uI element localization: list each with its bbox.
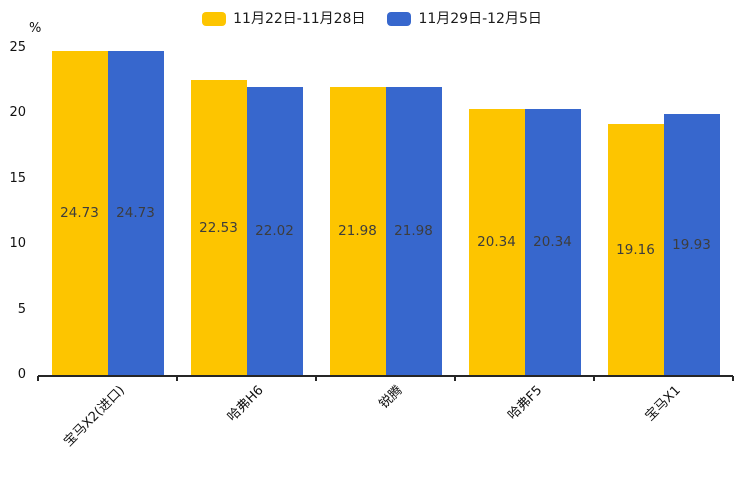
bar-series2-哈弗H6[interactable] xyxy=(246,87,303,375)
x-axis-tick xyxy=(732,376,734,381)
bar-series1-宝马X1[interactable] xyxy=(607,124,664,375)
x-axis-tick xyxy=(454,376,456,381)
x-axis-tick xyxy=(315,376,317,381)
x-axis-tick xyxy=(176,376,178,381)
bar-series2-锐腾[interactable] xyxy=(385,87,442,375)
bar-series1-哈弗F5[interactable] xyxy=(468,109,525,375)
bar-series2-宝马X2(进口)[interactable] xyxy=(107,51,164,375)
bar-series2-哈弗F5[interactable] xyxy=(524,109,581,375)
bar-series1-锐腾[interactable] xyxy=(329,87,386,375)
legend-swatch-week1-icon xyxy=(202,12,227,26)
legend-label-week1: 11月22日-11月28日 xyxy=(233,11,366,27)
x-axis-label: 哈弗H6 xyxy=(225,383,268,425)
legend: 11月22日-11月28日 11月29日-12月5日 xyxy=(0,8,744,30)
x-axis-label: 宝马X2(进口) xyxy=(61,383,129,450)
x-axis-label: 哈弗F5 xyxy=(504,383,546,424)
x-axis-label: 宝马X1 xyxy=(642,383,685,425)
legend-item-week1[interactable]: 11月22日-11月28日 xyxy=(202,12,365,26)
bar-series1-宝马X2(进口)[interactable] xyxy=(51,51,108,375)
y-axis-tick-label: 10 xyxy=(9,236,26,251)
y-axis-unit-label: % xyxy=(29,21,42,36)
bar-series1-哈弗H6[interactable] xyxy=(190,80,247,375)
legend-swatch-week2-icon xyxy=(387,12,412,26)
x-axis-label: 锐腾 xyxy=(377,383,407,413)
y-axis-tick-label: 0 xyxy=(17,367,26,382)
y-axis-tick-label: 25 xyxy=(9,39,26,55)
x-axis-tick xyxy=(37,376,39,381)
legend-item-week2[interactable]: 11月29日-12月5日 xyxy=(387,11,542,27)
bar-series2-宝马X1[interactable] xyxy=(663,114,720,375)
legend-label-week2: 11月29日-12月5日 xyxy=(418,11,542,27)
y-axis-tick-label: 5 xyxy=(17,301,26,317)
y-axis-tick-label: 20 xyxy=(9,105,26,120)
x-axis-line xyxy=(38,375,733,377)
x-axis-tick xyxy=(593,376,595,381)
y-axis-tick-label: 15 xyxy=(9,170,26,186)
